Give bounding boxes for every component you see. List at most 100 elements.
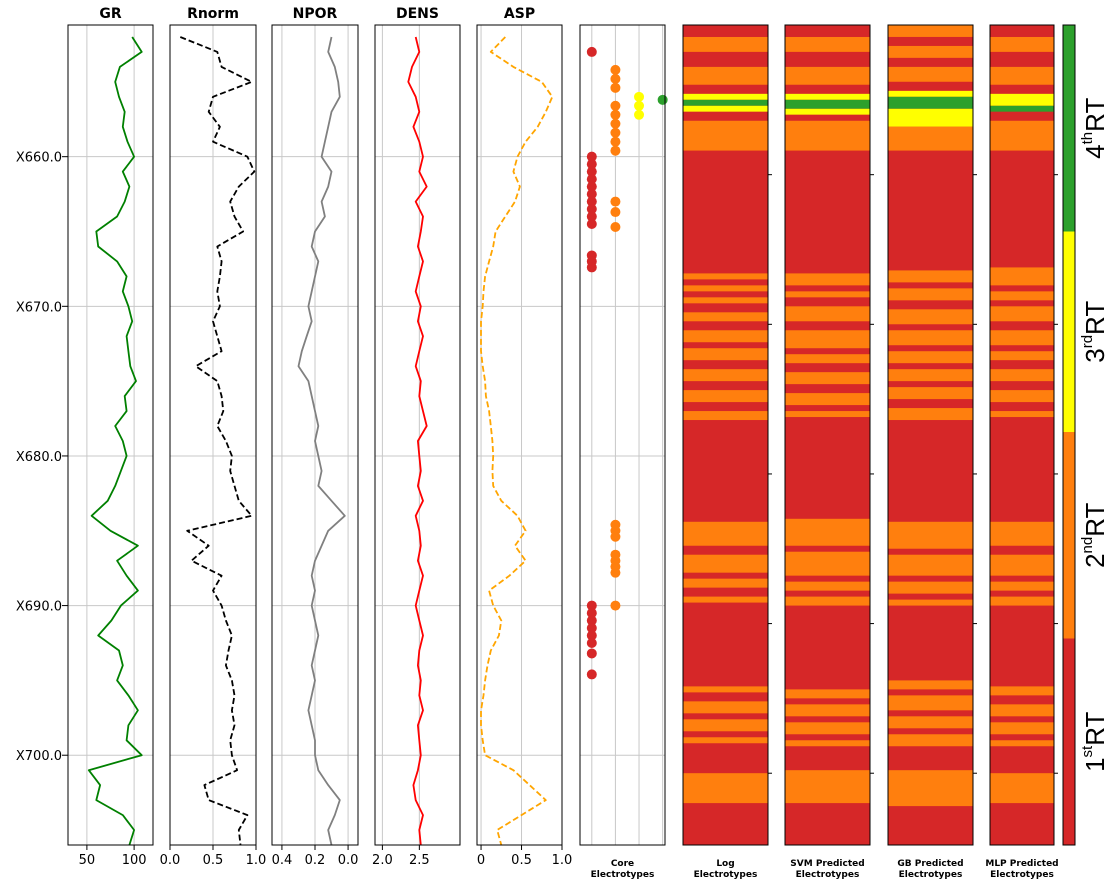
dens-track-title: DENS — [396, 6, 439, 22]
core-electrotype-point — [610, 531, 621, 542]
log-electrotypes-interval — [683, 105, 768, 112]
svm-predicted-electrotypes-interval — [785, 354, 870, 364]
core-frame — [579, 24, 666, 846]
mlp-predicted-electrotypes-interval — [990, 84, 1054, 94]
log-electrotypes-interval — [683, 737, 768, 744]
core-electrotype-point — [610, 222, 621, 233]
core-electrotype-point — [610, 196, 621, 207]
gr-frame — [67, 24, 154, 846]
core-electrotype-point — [610, 118, 621, 129]
mlp-predicted-electrotypes-interval — [990, 740, 1054, 747]
rock-type-segment — [1063, 231, 1075, 433]
log-electrotypes-interval — [683, 330, 768, 343]
mlp-predicted-electrotypes-interval — [990, 36, 1054, 52]
gb-predicted-electrotypes-interval — [888, 387, 973, 400]
asp-curve — [480, 36, 554, 846]
fill-layer — [683, 25, 1075, 845]
log-electrotypes-interval — [683, 93, 768, 100]
gb-predicted-electrotypes-frame — [887, 24, 974, 846]
gb-predicted-electrotypes-interval — [888, 369, 973, 382]
mlp-predicted-electrotypes-interval — [990, 596, 1054, 606]
log-electrotypes-interval — [683, 686, 768, 693]
mlp-predicted-electrotypes-interval — [990, 105, 1054, 112]
core-electrotype-point — [586, 615, 597, 626]
mlp-predicted-electrotypes-interval — [990, 267, 1054, 286]
gb-predicted-electrotypes-interval — [888, 57, 973, 67]
rnorm-tick-label: 0.5 — [203, 853, 224, 868]
core-track-title: Electrotypes — [591, 870, 655, 880]
core-electrotype-point — [586, 174, 597, 185]
mlp-predicted-electrotypes-interval — [990, 306, 1054, 322]
dens-curve — [407, 36, 428, 846]
svm-predicted-electrotypes-frame — [784, 24, 871, 846]
mlp-predicted-electrotypes-interval — [990, 411, 1054, 418]
svm-predicted-electrotypes-track-title: Electrotypes — [796, 870, 860, 880]
gb-predicted-electrotypes-interval — [888, 25, 973, 37]
core-electrotype-point — [586, 669, 597, 680]
core-electrotype-point — [634, 109, 645, 120]
svm-predicted-electrotypes-interval — [785, 114, 870, 121]
log-electrotypes-interval — [683, 719, 768, 732]
mlp-predicted-electrotypes-interval — [990, 120, 1054, 151]
mlp-predicted-electrotypes-track-title: Electrotypes — [990, 870, 1054, 880]
core-electrotype-point — [610, 567, 621, 578]
gb-predicted-electrotypes-interval — [888, 90, 973, 97]
gb-predicted-electrotypes-interval — [888, 36, 973, 46]
gr-curve — [87, 36, 143, 846]
gb-predicted-electrotypes-interval — [888, 734, 973, 747]
core-electrotype-point — [586, 211, 597, 222]
log-electrotypes-interval — [683, 99, 768, 106]
svm-predicted-electrotypes-interval — [785, 25, 870, 37]
npor-track-title: NPOR — [293, 6, 338, 22]
svm-predicted-electrotypes-interval — [785, 393, 870, 406]
log-electrotypes-interval — [683, 150, 768, 274]
log-electrotypes-interval — [683, 521, 768, 546]
log-electrotypes-interval — [683, 285, 768, 292]
core-electrotype-point — [586, 600, 597, 611]
svm-predicted-electrotypes-interval — [785, 291, 870, 298]
gb-predicted-electrotypes-interval — [888, 599, 973, 606]
svm-predicted-electrotypes-interval — [785, 770, 870, 804]
svm-predicted-electrotypes-interval — [785, 84, 870, 94]
gb-predicted-electrotypes-track-title: Electrotypes — [899, 870, 963, 880]
svm-predicted-electrotypes-interval — [785, 722, 870, 735]
core-electrotype-point — [610, 136, 621, 147]
gb-predicted-electrotypes-interval — [888, 680, 973, 690]
rock-type-segment — [1063, 25, 1075, 232]
mlp-predicted-electrotypes-interval — [990, 704, 1054, 717]
log-electrotypes-interval — [683, 596, 768, 603]
log-electrotypes-interval — [683, 51, 768, 67]
core-electrotype-point — [610, 82, 621, 93]
svm-predicted-electrotypes-interval — [785, 704, 870, 717]
core-electrotype-point — [610, 73, 621, 84]
core-electrotype-point — [610, 64, 621, 75]
mlp-predicted-electrotypes-frame — [989, 24, 1055, 846]
text-layer: X660.0 X670.0 X680.0 X690.0 X700.0 GR 50 100 Rno… — [16, 6, 1109, 880]
svm-predicted-electrotypes-interval — [785, 551, 870, 576]
gr-tick-label: 50 — [79, 853, 96, 868]
core-electrotype-point — [586, 151, 597, 162]
core-electrotype-point — [610, 145, 621, 156]
core-electrotype-point — [586, 608, 597, 619]
svm-predicted-electrotypes-interval — [785, 99, 870, 109]
core-electrotype-point — [586, 46, 597, 57]
svm-predicted-electrotypes-interval — [785, 120, 870, 151]
log-electrotypes-interval — [683, 390, 768, 403]
core-electrotype-point — [610, 100, 621, 111]
mlp-predicted-electrotypes-interval — [990, 686, 1054, 696]
gb-predicted-electrotypes-interval — [888, 581, 973, 594]
svm-predicted-electrotypes-interval — [785, 740, 870, 747]
gb-predicted-electrotypes-interval — [888, 66, 973, 82]
rnorm-tick-label: 1.0 — [246, 853, 267, 868]
svm-predicted-electrotypes-interval — [785, 330, 870, 349]
mlp-predicted-electrotypes-interval — [990, 369, 1054, 382]
core-electrotype-point — [586, 189, 597, 200]
log-electrotypes-interval — [683, 111, 768, 121]
mlp-predicted-electrotypes-interval — [990, 111, 1054, 121]
rock-type-label: 1stRT — [1079, 711, 1109, 771]
rock-type-label: 3rdRT — [1079, 301, 1109, 363]
log-electrotypes-track-title: Log — [716, 859, 734, 869]
log-electrotypes-interval — [683, 578, 768, 588]
mlp-predicted-electrotypes-interval — [990, 330, 1054, 346]
mlp-predicted-electrotypes-interval — [990, 554, 1054, 576]
